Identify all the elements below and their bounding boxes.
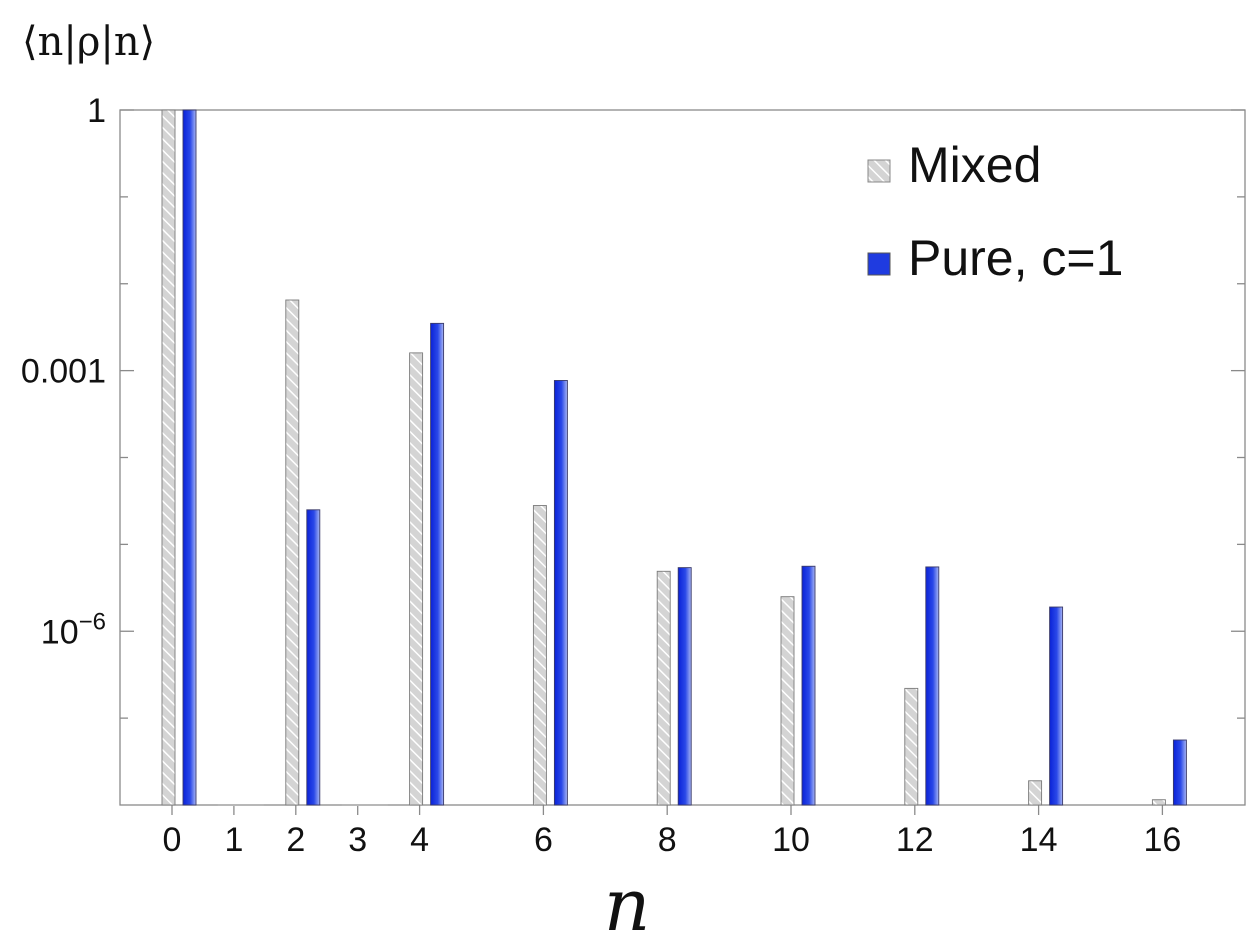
legend-label-pure: Pure, c=1 xyxy=(908,230,1123,286)
legend: Mixed Pure, c=1 xyxy=(867,137,1123,286)
bar-pure xyxy=(306,509,321,806)
y-axis-label: ⟨n|ρ|n⟩ xyxy=(22,19,155,65)
x-tick-label: 6 xyxy=(534,821,553,859)
bar-mixed xyxy=(532,505,547,806)
legend-swatch-pure xyxy=(867,252,891,276)
bar-mixed xyxy=(285,299,300,806)
x-tick-label: 10 xyxy=(772,821,810,859)
bar-mixed xyxy=(1028,780,1043,806)
bar-mixed xyxy=(656,570,671,806)
x-axis-label: n xyxy=(604,863,650,940)
y-tick-label: 1 xyxy=(87,92,106,130)
bar-mixed xyxy=(409,352,424,806)
y-axis-ticks: 1 0.001 10−6 xyxy=(21,92,1245,719)
bar-pure xyxy=(430,322,445,806)
bar-mixed xyxy=(1151,799,1166,806)
x-tick-label: 4 xyxy=(410,821,429,859)
bars xyxy=(161,109,1187,806)
bar-pure xyxy=(801,565,816,806)
bar-pure xyxy=(553,380,568,806)
x-tick-label: 12 xyxy=(896,821,934,859)
bar-mixed xyxy=(780,596,795,806)
x-axis-ticks: 0 1 2 3 4 6 8 10 12 14 16 xyxy=(163,805,1181,859)
x-tick-label: 1 xyxy=(224,821,243,859)
legend-label-mixed: Mixed xyxy=(908,137,1041,193)
bar-pure xyxy=(1172,739,1187,806)
bar-pure xyxy=(677,567,692,806)
x-tick-label: 2 xyxy=(286,821,305,859)
bar-pure xyxy=(925,566,940,806)
x-tick-label: 16 xyxy=(1143,821,1181,859)
x-tick-label: 3 xyxy=(348,821,367,859)
bar-pure xyxy=(1049,606,1064,806)
bar-pure xyxy=(182,109,197,806)
y-tick-label: 10−6 xyxy=(41,608,106,651)
bar-mixed xyxy=(904,687,919,806)
y-tick-label: 0.001 xyxy=(21,353,106,391)
x-tick-label: 8 xyxy=(658,821,677,859)
x-tick-label: 0 xyxy=(163,821,182,859)
bar-mixed xyxy=(161,109,176,806)
legend-swatch-mixed xyxy=(867,159,891,183)
x-tick-label: 14 xyxy=(1020,821,1058,859)
